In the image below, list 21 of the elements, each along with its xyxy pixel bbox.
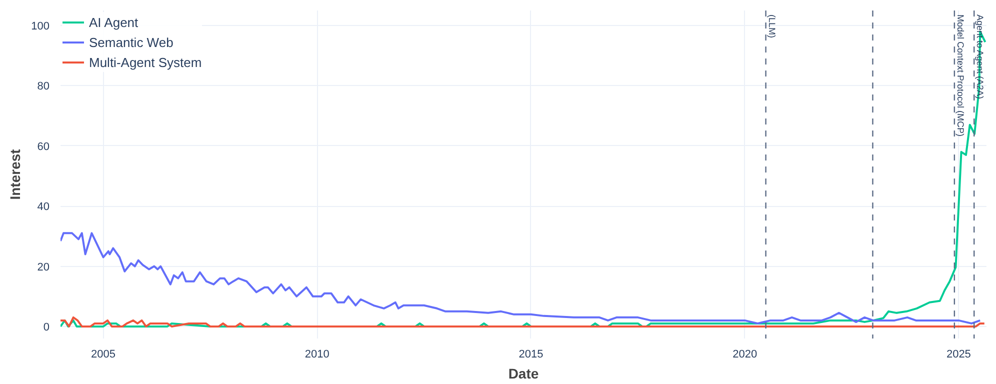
legend-label: Semantic Web: [89, 34, 174, 50]
ref-line-label: Model Context Protocol (MCP): [955, 14, 966, 137]
y-tick-label: 100: [31, 20, 50, 33]
x-axis-title: Date: [508, 366, 539, 382]
legend-label: Multi-Agent System: [89, 54, 202, 70]
y-tick-label: 40: [37, 201, 50, 214]
x-tick-label: 2005: [91, 348, 116, 360]
line-series: [60, 232, 982, 324]
legend-label: AI Agent: [89, 14, 138, 30]
y-tick-label: 60: [37, 140, 50, 153]
ref-line-label: (LLM): [766, 14, 777, 38]
x-tick-label: 2010: [304, 348, 330, 360]
y-tick-label: 80: [37, 80, 50, 93]
ref-line-label: Agent to Agent (A2A): [975, 14, 986, 100]
y-tick-label: 0: [43, 321, 50, 334]
x-tick-label: 2025: [946, 348, 971, 360]
x-tick-label: 2015: [518, 348, 544, 360]
line-series: [60, 316, 986, 328]
x-tick-label: 2020: [732, 348, 758, 360]
y-tick-label: 20: [37, 261, 50, 274]
y-axis-title: Interest: [7, 148, 24, 200]
